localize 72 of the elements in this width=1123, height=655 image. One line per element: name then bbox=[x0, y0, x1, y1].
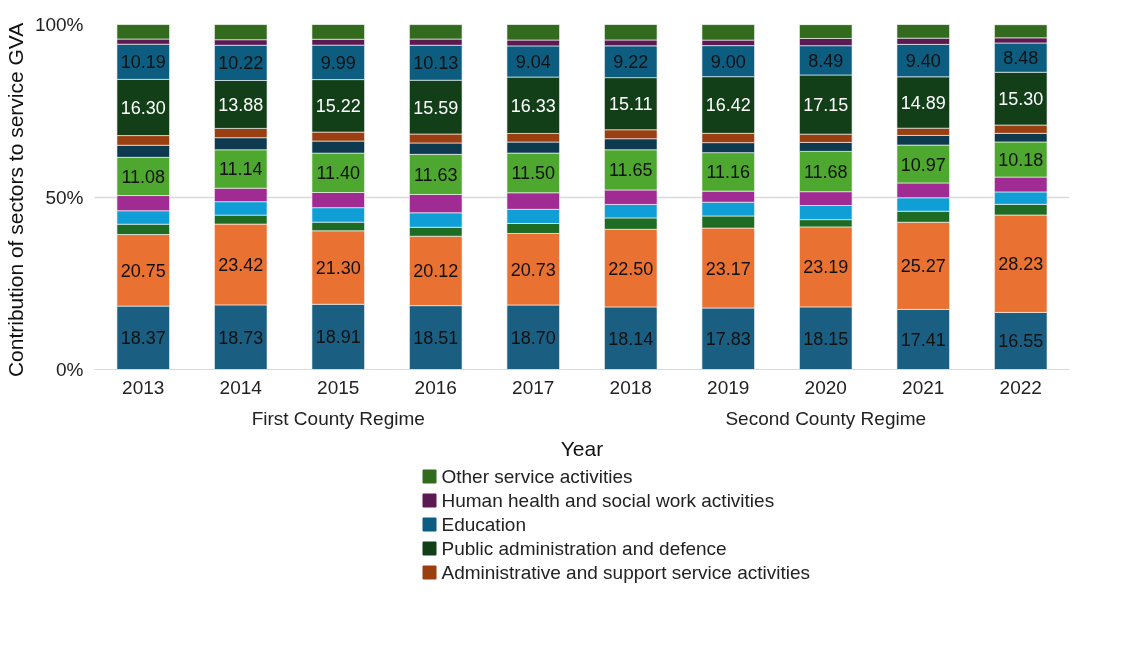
legend-label: Administrative and support service activities bbox=[441, 562, 811, 583]
data-label: 10.13 bbox=[413, 53, 459, 74]
data-label: 11.50 bbox=[511, 163, 556, 184]
data-label: 9.00 bbox=[710, 51, 746, 72]
x-tick-label: 2016 bbox=[414, 376, 457, 398]
data-label: 11.16 bbox=[706, 162, 751, 183]
data-label: 25.27 bbox=[900, 256, 946, 277]
data-label: 10.97 bbox=[900, 154, 946, 175]
data-label: 15.30 bbox=[998, 89, 1044, 110]
data-label: 18.73 bbox=[218, 327, 264, 348]
data-label: 14.89 bbox=[900, 92, 946, 113]
x-axis-title: Year bbox=[560, 436, 604, 460]
x-tick-label: 2014 bbox=[219, 376, 263, 398]
data-label: 18.14 bbox=[608, 328, 654, 349]
y-tick-label: 0% bbox=[56, 359, 84, 380]
text: Second County Regime bbox=[725, 407, 927, 429]
data-label: 16.30 bbox=[120, 97, 166, 118]
y-tick-label: 50% bbox=[45, 186, 84, 208]
legend-label: Other service activities bbox=[441, 466, 633, 487]
legend-label: Human health and social work activities bbox=[441, 490, 775, 511]
data-label: 13.88 bbox=[218, 94, 264, 115]
data-label: 16.33 bbox=[510, 95, 556, 116]
data-label: 23.17 bbox=[705, 258, 751, 279]
x-tick-label: 2015 bbox=[317, 376, 360, 398]
data-label: 9.22 bbox=[613, 52, 649, 73]
data-label: 10.22 bbox=[218, 53, 264, 74]
legend-label: Public administration and defence bbox=[441, 538, 727, 559]
data-label: 17.83 bbox=[705, 329, 751, 350]
data-label: 20.75 bbox=[120, 260, 166, 281]
data-label: 9.99 bbox=[320, 52, 356, 73]
data-label: 21.30 bbox=[315, 258, 361, 279]
data-label: 18.91 bbox=[315, 327, 361, 348]
y-tick-label: 100% bbox=[34, 14, 84, 35]
data-label: 20.73 bbox=[510, 259, 556, 280]
x-tick-label: 2019 bbox=[707, 376, 750, 398]
text: First County Regime bbox=[251, 407, 425, 429]
x-tick-label: 2021 bbox=[902, 376, 945, 398]
data-label: 11.68 bbox=[803, 162, 848, 183]
data-label: 16.42 bbox=[705, 95, 751, 116]
data-label: 15.11 bbox=[608, 94, 653, 115]
x-tick-label: 2022 bbox=[999, 376, 1042, 398]
x-tick-label: 2017 bbox=[512, 376, 555, 398]
data-label: 11.63 bbox=[413, 164, 458, 185]
data-label: 10.19 bbox=[120, 52, 166, 73]
y-axis-title: Contribution of sectors to service GVA bbox=[3, 22, 27, 378]
data-label: 9.04 bbox=[515, 51, 551, 72]
data-label: 11.14 bbox=[218, 159, 263, 180]
x-tick-label: 2020 bbox=[804, 376, 847, 398]
data-label: 15.22 bbox=[315, 96, 361, 117]
data-label: 22.50 bbox=[608, 258, 654, 279]
data-label: 8.48 bbox=[1003, 48, 1039, 69]
data-label: 18.51 bbox=[413, 328, 459, 349]
data-label: 15.59 bbox=[413, 97, 459, 118]
x-tick-label: 2013 bbox=[122, 376, 165, 398]
data-label: 17.41 bbox=[900, 329, 946, 350]
data-label: 9.40 bbox=[905, 51, 941, 72]
x-tick-label: 2018 bbox=[609, 376, 652, 398]
data-label: 23.19 bbox=[803, 257, 849, 278]
data-label: 20.12 bbox=[413, 261, 459, 282]
data-label: 11.40 bbox=[316, 163, 361, 184]
data-label: 23.42 bbox=[218, 254, 264, 275]
data-label: 8.49 bbox=[808, 50, 844, 71]
data-label: 17.15 bbox=[803, 95, 849, 116]
legend-label: Education bbox=[441, 514, 527, 535]
data-label: 18.37 bbox=[120, 328, 166, 349]
data-label: 18.15 bbox=[803, 328, 849, 349]
data-label: 16.55 bbox=[998, 331, 1044, 352]
data-label: 10.18 bbox=[998, 150, 1044, 170]
data-label: 11.65 bbox=[608, 160, 653, 181]
data-label: 18.70 bbox=[510, 327, 556, 348]
data-label: 11.08 bbox=[121, 166, 166, 187]
data-label: 28.23 bbox=[998, 254, 1044, 275]
